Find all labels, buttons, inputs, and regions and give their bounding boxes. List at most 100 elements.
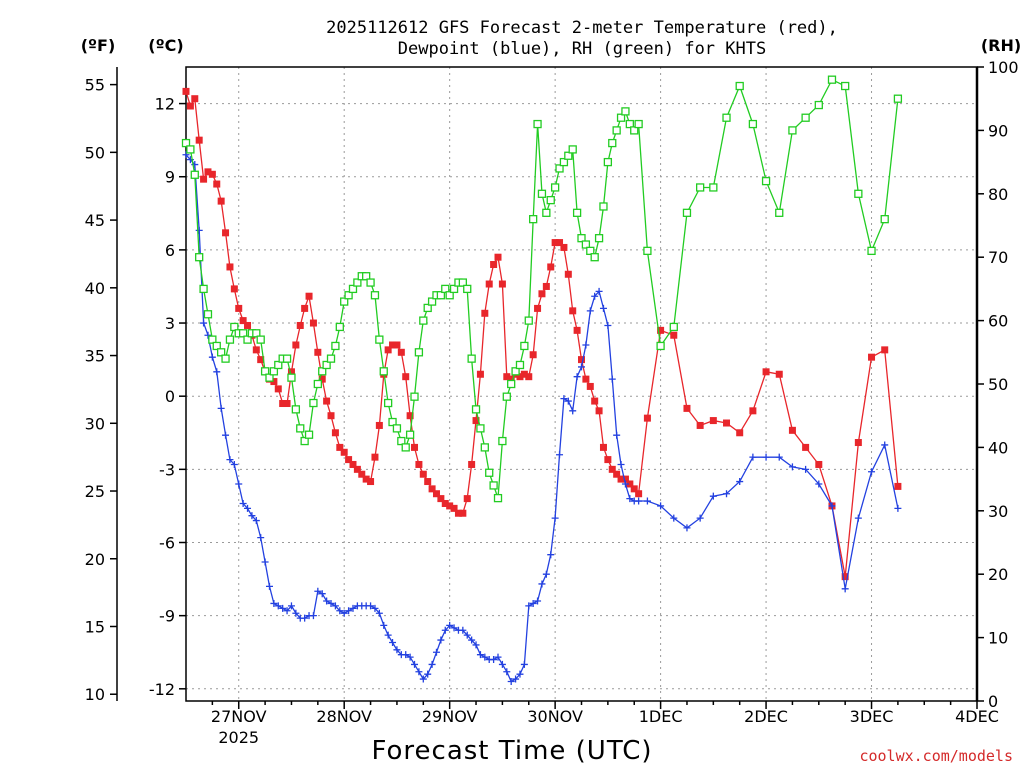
dewpoint-point <box>336 607 344 615</box>
temperature-point <box>547 263 555 271</box>
rh-point <box>656 341 665 351</box>
dewpoint-point <box>384 631 392 639</box>
rh-tick-label: 20 <box>988 565 1008 584</box>
rh-point <box>397 436 406 446</box>
rh-point <box>326 354 336 363</box>
rh-point <box>309 398 318 408</box>
temperature-point <box>371 453 379 461</box>
rh-point <box>594 234 604 243</box>
chart-title-line-1: 2025112612 GFS Forecast 2-meter Temperat… <box>326 18 838 38</box>
rh-point <box>722 113 731 122</box>
temperature-point <box>573 326 581 334</box>
dewpoint-point <box>828 502 836 510</box>
fahrenheit-tick-label: 40 <box>85 279 105 298</box>
temperature-point <box>226 263 234 271</box>
rh-point <box>252 329 261 338</box>
temperature-point <box>217 197 225 205</box>
temperature-point <box>204 168 212 176</box>
temperature-point <box>490 261 498 269</box>
temperature-point <box>270 378 278 386</box>
dewpoint-point <box>547 551 555 559</box>
dewpoint-point <box>283 607 291 615</box>
rh-point <box>682 208 692 217</box>
temperature-point <box>621 475 629 483</box>
temperature-point <box>292 341 300 349</box>
temperature-point <box>617 475 625 483</box>
rh-point <box>287 373 296 382</box>
temperature-point <box>397 348 405 356</box>
fahrenheit-tick-label: 30 <box>85 414 105 433</box>
rh-tick-label: 10 <box>988 629 1008 648</box>
x-tick-label: 1DEC <box>639 707 683 726</box>
rh-point <box>313 379 322 389</box>
dewpoint-point <box>402 651 410 659</box>
dewpoint-point <box>244 504 252 512</box>
rh-point <box>572 208 582 217</box>
dewpoint-point <box>248 512 256 520</box>
temperature-point <box>432 490 440 498</box>
temperature-point <box>283 400 291 408</box>
temperature-point <box>244 321 252 329</box>
temperature-point <box>309 319 317 327</box>
temperature-point <box>450 504 458 512</box>
celsius-tick-label: 0 <box>165 387 175 406</box>
temperature-point <box>498 280 506 288</box>
dewpoint-point <box>854 514 862 522</box>
chart-title-line-2: Dewpoint (blue), RH (green) for KHTS <box>398 39 766 59</box>
dewpoint-point <box>292 609 300 617</box>
dewpoint-point <box>841 585 849 593</box>
dewpoint-point <box>428 660 436 668</box>
temperature-point <box>446 502 454 510</box>
dewpoint-point <box>270 599 278 607</box>
series-line <box>185 154 899 683</box>
dewpoint-point <box>265 582 273 590</box>
temperature-point <box>463 495 471 503</box>
rh-point <box>893 94 903 103</box>
temperature-point <box>683 404 691 412</box>
rh-point <box>212 341 221 351</box>
temperature-point <box>459 509 467 517</box>
rh-point <box>735 81 744 91</box>
rh-tick-label: 50 <box>988 375 1008 394</box>
rh-point <box>616 113 626 122</box>
temperature-point <box>362 475 370 483</box>
dewpoint-point <box>226 456 234 464</box>
dewpoint-point <box>569 407 577 415</box>
rh-point <box>524 316 533 325</box>
rh-point <box>529 215 538 224</box>
rh-tick-label: 40 <box>988 438 1008 457</box>
temperature-point <box>389 341 397 349</box>
celsius-tick-label: 12 <box>155 95 175 114</box>
rh-point <box>634 119 643 129</box>
temperature-point <box>630 485 638 493</box>
temperature-point <box>235 304 243 312</box>
dewpoint-point <box>696 514 704 522</box>
dewpoint-point <box>657 502 665 510</box>
temperature-point <box>230 285 238 293</box>
temperature-point <box>534 304 542 312</box>
temperature-point <box>182 87 190 95</box>
dewpoint-point <box>582 341 590 349</box>
temperature-point <box>591 397 599 405</box>
temperature-point <box>560 243 568 251</box>
rh-point <box>449 284 459 294</box>
rh-point <box>827 75 837 84</box>
temperature-point <box>393 341 401 349</box>
dewpoint-point <box>301 614 309 622</box>
temperature-point <box>301 304 309 312</box>
dewpoint-point <box>709 492 717 500</box>
dewpoint-point <box>551 514 559 522</box>
temperature-point <box>331 429 339 437</box>
rh-point <box>392 424 402 433</box>
rh-point <box>480 443 489 452</box>
temperature-point <box>578 356 585 364</box>
temperature-point <box>670 331 678 339</box>
rh-point <box>867 246 876 256</box>
temperature-point <box>208 170 216 178</box>
temperature-point <box>411 443 419 451</box>
temperature-point <box>635 490 643 498</box>
dewpoint-point <box>538 580 546 588</box>
dewpoint-point <box>635 497 643 505</box>
temperature-point <box>538 290 546 298</box>
dewpoint-point <box>556 451 564 459</box>
